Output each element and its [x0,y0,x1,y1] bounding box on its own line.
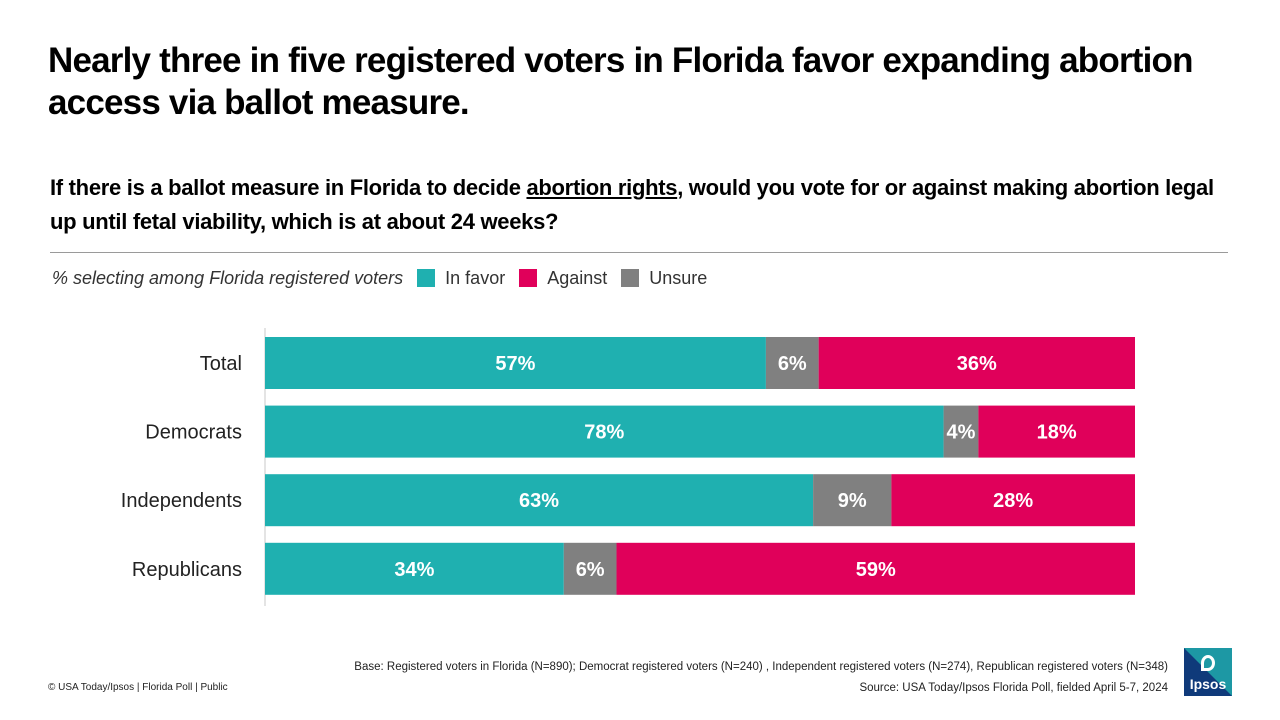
data-label-in-favor: 34% [394,559,434,581]
category-label: Democrats [145,422,242,444]
page-title: Nearly three in five registered voters i… [48,41,1194,122]
question-underlined-term: abortion rights [526,175,678,200]
category-label: Total [200,353,242,375]
source-footnote: Source: USA Today/Ipsos Florida Poll, fi… [859,682,1168,694]
data-label-unsure: 6% [576,559,605,581]
data-label-unsure: 6% [778,353,807,375]
legend-swatch-unsure [621,269,640,287]
bar-segment-unsure [765,337,819,389]
bar-segment-in-favor [265,474,814,527]
bar-segment-against [891,474,1135,527]
base-footnote: Base: Registered voters in Florida (N=89… [354,661,1168,673]
copyright-notice: © USA Today/Ipsos | Florida Poll | Publi… [48,682,228,693]
bar-segment-unsure [813,474,892,527]
bar-segment-against [818,337,1135,389]
bar-segment-against [616,542,1135,595]
legend-item-unsure: Unsure [621,268,707,289]
legend-note: % selecting among Florida registered vot… [52,267,404,288]
data-label-in-favor: 63% [519,490,559,512]
data-label-in-favor: 78% [584,422,624,444]
data-label-against: 18% [1037,422,1077,444]
divider [50,252,1228,253]
data-label-against: 28% [993,490,1033,512]
question-text-end: , would you vote for or against making a… [50,175,1214,234]
logo-text: Ipsos [1189,676,1227,692]
question-text-start: If there is a ballot measure in Florida … [50,175,527,200]
data-label-against: 36% [957,353,997,375]
bar-segment-in-favor [265,337,766,389]
data-label-unsure: 9% [838,490,867,512]
bar-segment-against [978,405,1135,458]
category-label: Independents [121,490,242,512]
chart-legend: % selecting among Florida registered vot… [52,266,721,290]
legend-swatch-in-favor [417,269,436,287]
legend-label-in-favor: In favor [445,267,506,288]
ipsos-logo: Ipsos [1184,648,1232,696]
survey-question: If there is a ballot measure in Florida … [50,171,1230,239]
legend-swatch-against [519,269,538,287]
bar-segment-in-favor [265,405,944,458]
logo-mark-icon [1201,655,1215,671]
data-label-against: 59% [856,559,896,581]
legend-label-unsure: Unsure [649,267,708,288]
data-label-unsure: 4% [947,422,976,444]
bar-segment-in-favor [265,542,564,595]
category-label: Republicans [132,559,242,581]
bar-segment-unsure [563,542,617,595]
legend-item-in-favor: In favor [417,268,505,289]
legend-item-against: Against [519,268,607,289]
data-label-in-favor: 57% [495,353,535,375]
legend-label-against: Against [547,267,608,288]
bar-segment-unsure [943,405,979,458]
